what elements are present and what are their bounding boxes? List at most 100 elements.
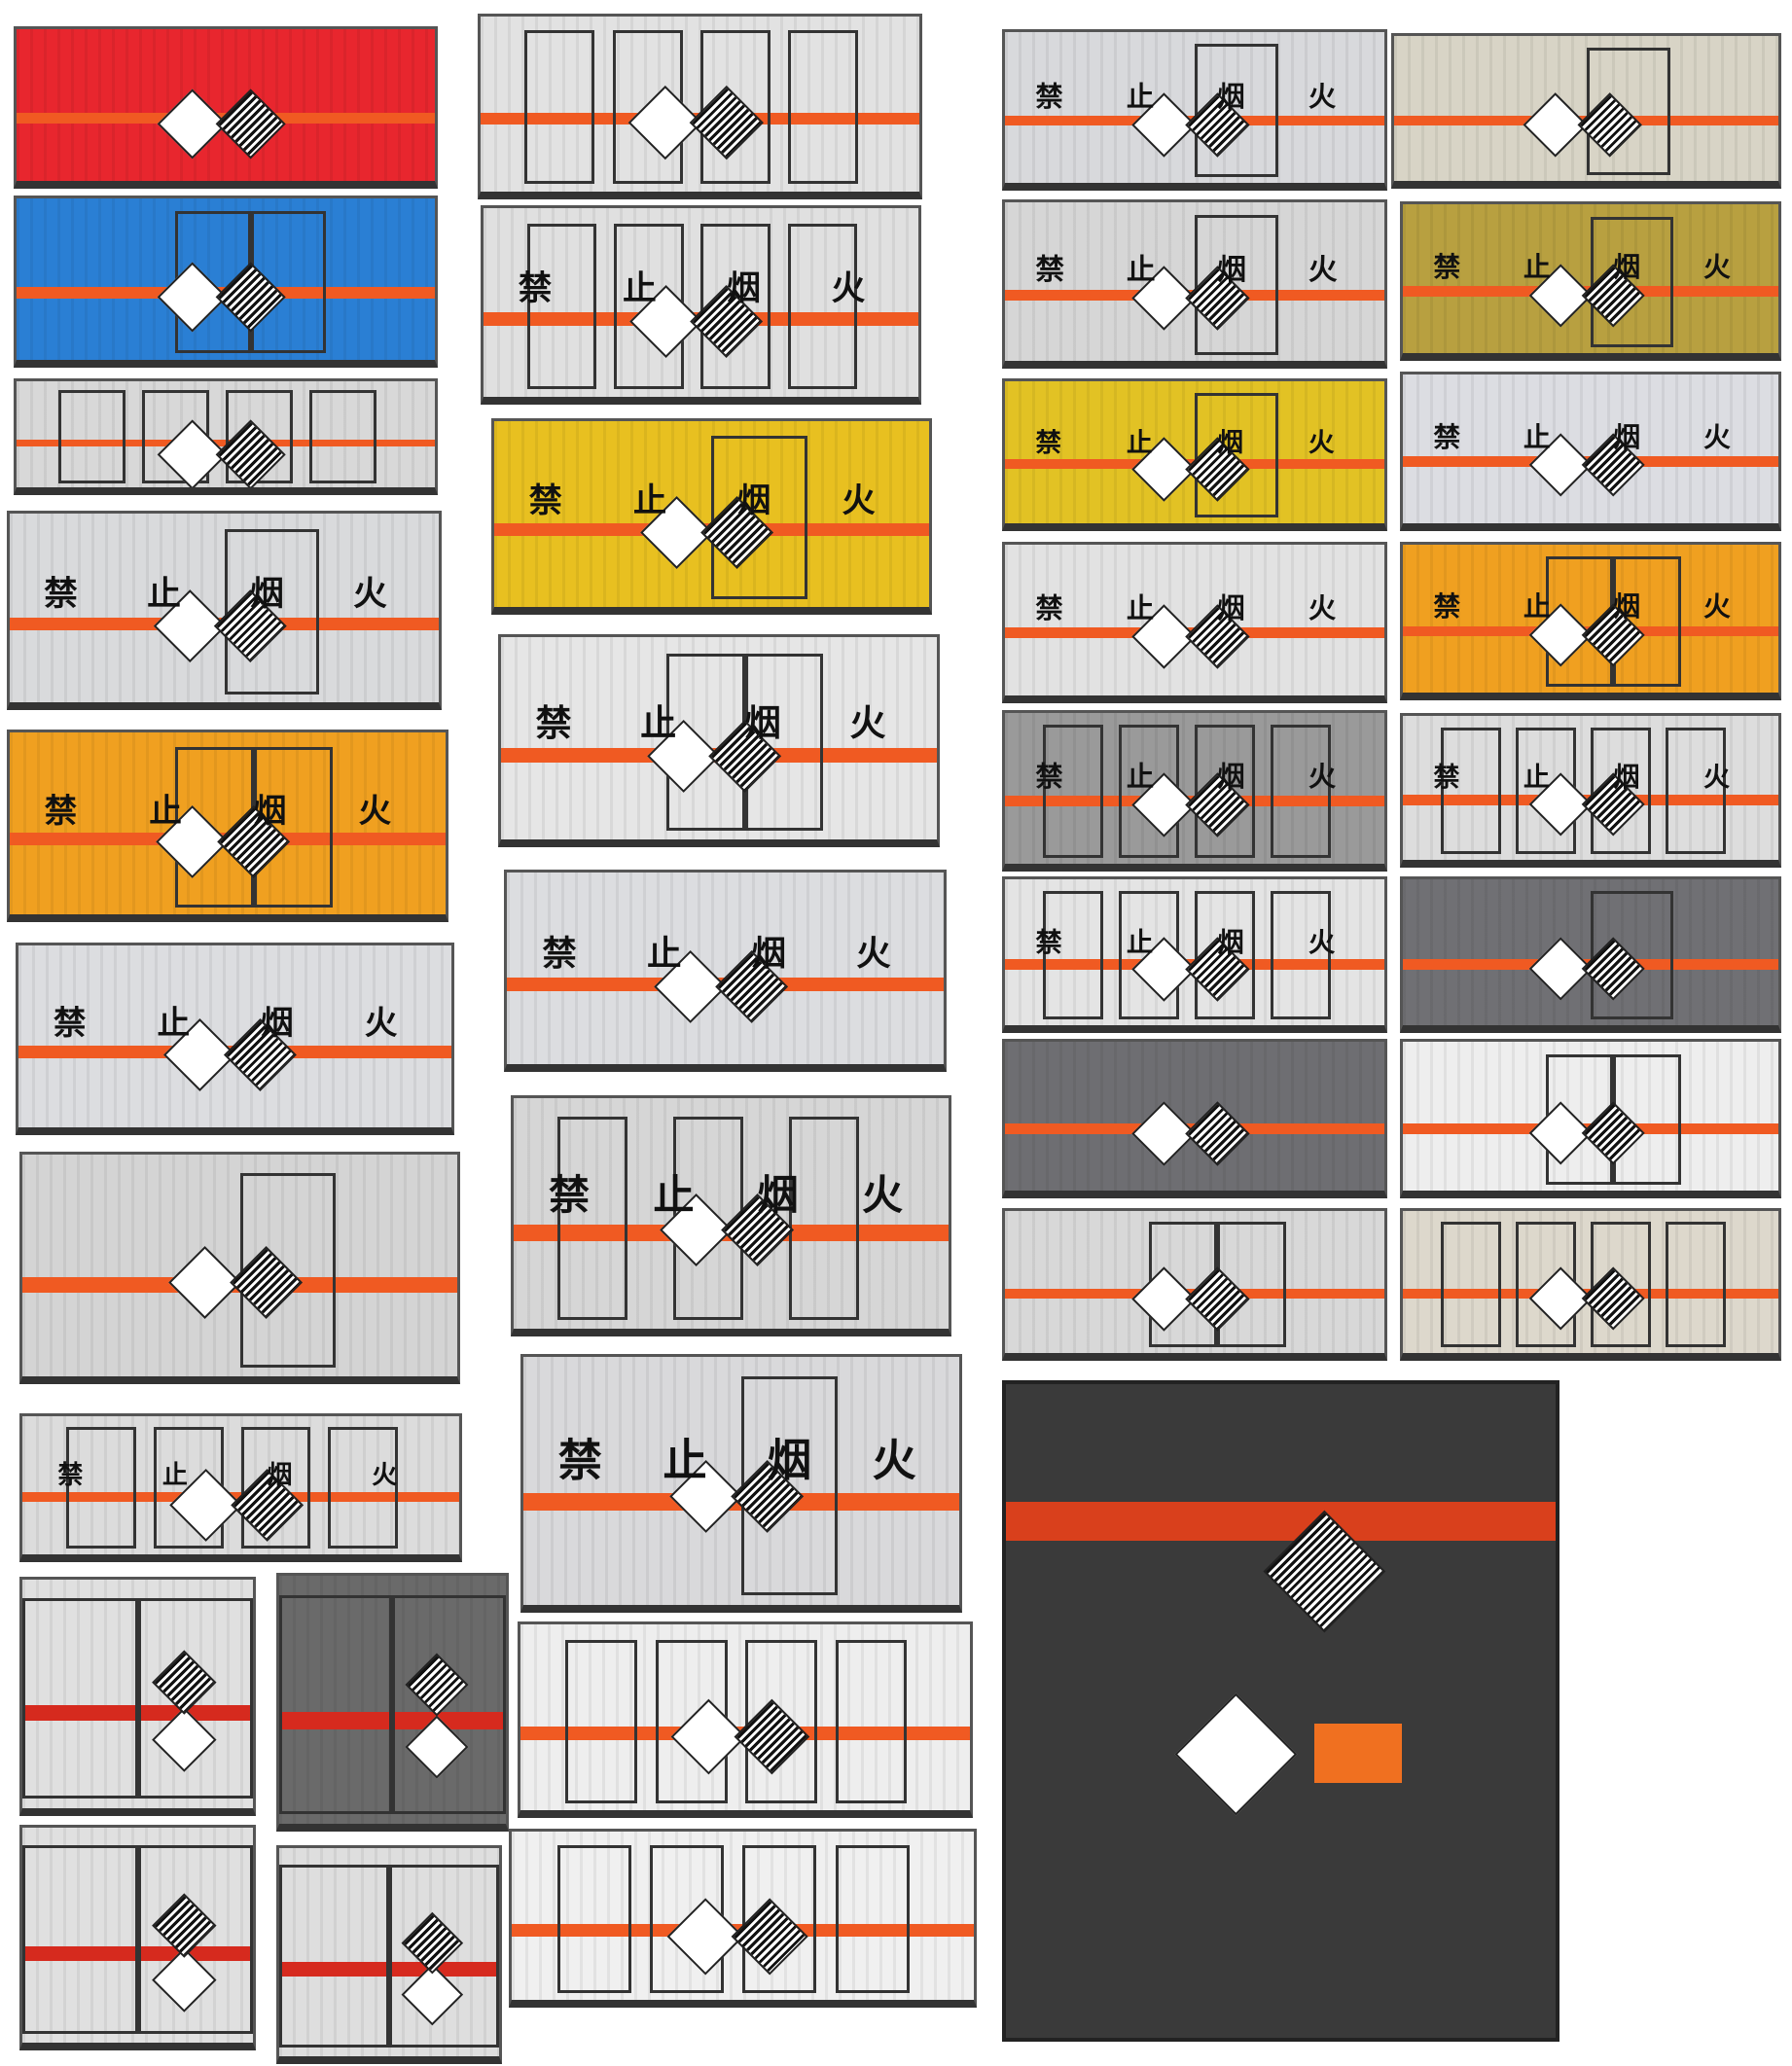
truck-box-panel: 禁止烟火 bbox=[1400, 712, 1782, 869]
truck-box-panel: 禁止烟火 bbox=[497, 634, 941, 847]
box-ribbing bbox=[1005, 1042, 1384, 1192]
cargo-door bbox=[565, 1639, 638, 1803]
box-ribbing bbox=[18, 944, 451, 1127]
no-fire-sign-char: 烟 bbox=[261, 1004, 294, 1043]
box-ribbing bbox=[1005, 1210, 1384, 1353]
cargo-door bbox=[1586, 47, 1671, 175]
no-fire-sign-char: 禁 bbox=[57, 1460, 84, 1490]
box-ribbing bbox=[16, 29, 436, 181]
box-ribbing bbox=[1005, 544, 1384, 696]
no-fire-sign-char: 火 bbox=[1308, 927, 1336, 958]
cargo-door bbox=[392, 1595, 506, 1814]
truck-box-panel bbox=[19, 1825, 257, 2051]
no-fire-sign-char: 烟 bbox=[250, 574, 284, 614]
no-fire-sign-char: 火 bbox=[856, 934, 891, 975]
no-fire-sign-char: 火 bbox=[1308, 253, 1338, 288]
truck-box-panel: 禁止烟火 bbox=[1400, 372, 1782, 531]
box-ribbing bbox=[9, 732, 447, 915]
no-fire-sign-char: 禁 bbox=[44, 791, 78, 830]
no-fire-sign-char: 烟 bbox=[1217, 253, 1247, 288]
truck-box-panel bbox=[1390, 33, 1782, 189]
truck-box-panel: 禁止烟火 bbox=[1002, 29, 1387, 192]
truck-box-panel: 禁止烟火 bbox=[1002, 875, 1387, 1033]
cargo-door bbox=[699, 30, 771, 185]
truck-box-panel: 禁止烟火 bbox=[504, 869, 947, 1073]
cargo-door bbox=[1194, 725, 1256, 859]
cargo-door bbox=[787, 30, 859, 185]
no-fire-sign-char: 止 bbox=[1523, 420, 1551, 453]
cargo-door bbox=[1194, 214, 1278, 355]
truck-box-panel: 禁止烟火 bbox=[16, 942, 454, 1135]
no-fire-sign-char: 烟 bbox=[267, 1460, 293, 1490]
cargo-door bbox=[1270, 890, 1332, 1019]
truck-box-panel: 禁止烟火 bbox=[1002, 709, 1387, 873]
no-fire-sign-char: 禁 bbox=[1433, 590, 1461, 623]
truck-box-panel bbox=[19, 1152, 461, 1385]
cargo-door bbox=[1591, 216, 1674, 348]
rear-truck-photo bbox=[1002, 1380, 1560, 2042]
no-fire-sign-char: 止 bbox=[663, 1435, 707, 1487]
no-fire-sign-char: 烟 bbox=[757, 1171, 799, 1220]
cargo-door bbox=[1441, 1222, 1501, 1347]
no-fire-sign-char: 烟 bbox=[767, 1435, 812, 1487]
cargo-door bbox=[309, 389, 376, 483]
cargo-door bbox=[137, 1597, 254, 1799]
box-ribbing bbox=[16, 197, 436, 360]
truck-box-panel: 禁止烟火 bbox=[1002, 377, 1387, 531]
no-fire-sign-char: 禁 bbox=[1035, 761, 1063, 794]
no-fire-sign-char: 禁 bbox=[1035, 427, 1061, 458]
no-fire-sign-char: 烟 bbox=[727, 268, 761, 308]
box-ribbing bbox=[1403, 544, 1779, 694]
no-fire-sign-char: 烟 bbox=[1613, 251, 1641, 284]
truck-box-panel: 禁止烟火 bbox=[490, 417, 932, 615]
no-fire-sign-char: 止 bbox=[632, 481, 667, 521]
cargo-door bbox=[22, 1597, 138, 1799]
truck-box-panel bbox=[1002, 1207, 1387, 1361]
no-fire-sign-char: 禁 bbox=[1035, 927, 1062, 958]
truck-box-panel: 禁止烟火 bbox=[1002, 541, 1387, 704]
cargo-door bbox=[1666, 727, 1727, 855]
cargo-door bbox=[1591, 890, 1674, 1019]
truck-box-panel bbox=[1400, 1207, 1782, 1361]
no-fire-sign-char: 止 bbox=[1523, 763, 1550, 794]
no-fire-sign-char: 火 bbox=[1702, 590, 1731, 623]
cargo-door bbox=[240, 1427, 311, 1550]
no-fire-sign-char: 止 bbox=[157, 1004, 191, 1043]
no-fire-sign-char: 禁 bbox=[1433, 763, 1460, 794]
no-fire-sign-char: 禁 bbox=[1433, 420, 1461, 453]
cargo-door bbox=[711, 436, 807, 600]
no-fire-sign-char: 火 bbox=[1702, 420, 1731, 453]
miscellaneous-hazard-diamond-icon bbox=[1174, 1692, 1298, 1815]
no-fire-sign-char: 止 bbox=[1126, 427, 1153, 458]
no-fire-sign-char: 止 bbox=[1126, 253, 1156, 288]
cargo-door bbox=[1194, 44, 1278, 178]
truck-box-panel: 禁止烟火 bbox=[1400, 541, 1782, 701]
no-fire-sign-char: 火 bbox=[842, 481, 876, 521]
cargo-door bbox=[835, 1639, 908, 1803]
box-ribbing bbox=[500, 637, 938, 839]
no-fire-sign-char: 烟 bbox=[744, 702, 781, 745]
cargo-door bbox=[57, 389, 125, 483]
cargo-door bbox=[1591, 727, 1651, 855]
no-fire-sign-char: 止 bbox=[646, 934, 682, 975]
no-fire-sign-char: 烟 bbox=[253, 791, 287, 830]
no-fire-sign-char: 烟 bbox=[1217, 80, 1245, 113]
no-fire-sign-char: 止 bbox=[1523, 251, 1551, 284]
no-fire-sign-char: 禁 bbox=[557, 1435, 602, 1487]
cargo-door bbox=[557, 1845, 632, 1994]
cargo-door bbox=[1194, 392, 1278, 517]
no-fire-sign-char: 禁 bbox=[528, 481, 562, 521]
orange-hazard-plate bbox=[1313, 1724, 1402, 1783]
no-fire-sign-char: 火 bbox=[1702, 251, 1731, 284]
no-fire-sign-char: 止 bbox=[147, 574, 181, 614]
no-fire-sign-char: 烟 bbox=[737, 481, 771, 521]
cargo-door bbox=[1194, 890, 1256, 1019]
box-ribbing bbox=[507, 872, 944, 1065]
no-fire-sign-char: 火 bbox=[1308, 761, 1337, 794]
no-fire-sign-char: 禁 bbox=[44, 574, 78, 614]
cargo-door bbox=[1666, 1222, 1727, 1347]
no-fire-sign-char: 火 bbox=[364, 1004, 398, 1043]
truck-box-panel bbox=[518, 1621, 974, 1819]
no-fire-sign-char: 火 bbox=[861, 1171, 904, 1220]
cargo-door bbox=[787, 223, 858, 390]
